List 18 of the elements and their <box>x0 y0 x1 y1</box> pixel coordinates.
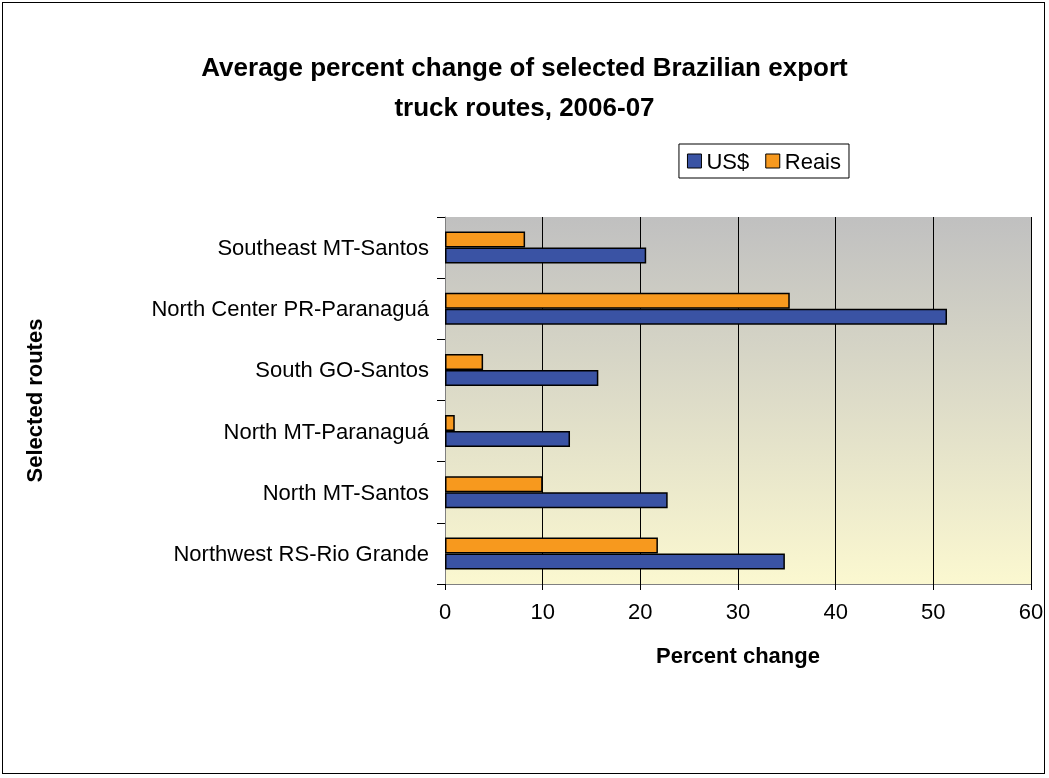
x-tick-label: 50 <box>921 598 946 624</box>
chart-title: Average percent change of selected Brazilian export truck routes, 2006-07 <box>201 52 849 122</box>
x-tick-label: 40 <box>823 598 848 624</box>
legend-label: Reais <box>784 148 841 174</box>
x-tick-label: 20 <box>628 598 653 624</box>
x-tick-label: 60 <box>1018 598 1044 624</box>
y-tick-label: North MT-Santos <box>262 479 429 505</box>
y-tick-label: Southeast MT-Santos <box>217 235 429 261</box>
y-axis-title: Selected routes <box>21 318 47 483</box>
x-tick-label: 10 <box>530 598 555 624</box>
y-tick-label: North Center PR-Paranaguá <box>151 296 430 322</box>
legend-label: US$ <box>706 148 750 174</box>
y-tick-label: Northwest RS-Rio Grande <box>173 540 429 566</box>
y-tick-label: South GO-Santos <box>255 357 429 383</box>
y-tick-label: North MT-Paranaguá <box>223 418 430 444</box>
x-tick-label: 0 <box>438 598 452 624</box>
x-axis-title: Percent change <box>656 642 820 668</box>
x-tick-label: 30 <box>725 598 751 624</box>
